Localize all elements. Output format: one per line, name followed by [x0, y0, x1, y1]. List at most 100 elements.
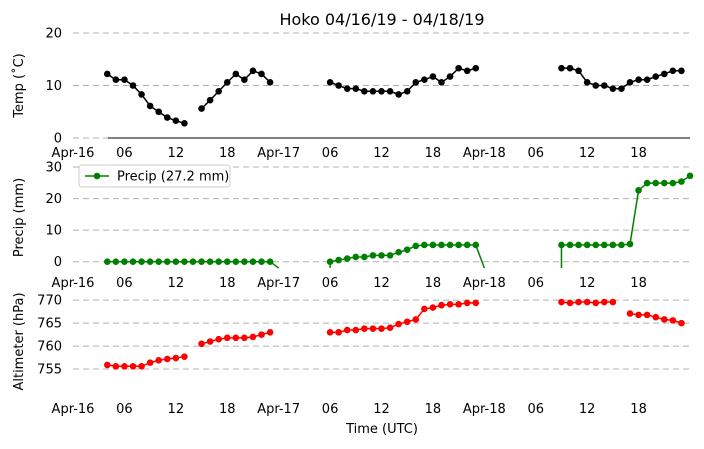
data-point: [232, 334, 240, 342]
data-point: [155, 357, 162, 364]
data-point: [575, 298, 582, 306]
x-tick-label: Apr-16: [52, 146, 95, 161]
x-tick-label: Apr-18: [463, 276, 506, 291]
x-tick-label: 12: [168, 276, 185, 291]
series-line: [330, 302, 476, 334]
data-point: [592, 299, 600, 307]
data-point: [446, 73, 454, 80]
data-point: [121, 76, 128, 84]
data-point: [635, 311, 642, 319]
x-tick-label: Apr-17: [257, 276, 300, 291]
data-point: [121, 362, 128, 370]
x-tick-label: 12: [168, 402, 185, 417]
data-point: [558, 241, 565, 249]
data-point: [601, 82, 608, 89]
data-point: [412, 242, 420, 250]
series-line: [106, 73, 185, 125]
data-point: [198, 105, 205, 112]
data-point: [232, 70, 240, 78]
data-point: [626, 240, 634, 248]
y-tick-label: 0: [54, 255, 62, 270]
y-tick-label: 30: [45, 161, 62, 176]
data-point: [601, 241, 608, 249]
data-point: [335, 82, 342, 89]
data-point: [566, 64, 574, 72]
data-point: [678, 67, 685, 75]
data-point: [575, 67, 582, 75]
data-point: [249, 258, 257, 265]
data-point: [181, 353, 188, 360]
data-point: [326, 258, 334, 265]
data-point: [558, 64, 565, 72]
y-tick-label: 760: [37, 340, 62, 355]
data-point: [438, 79, 445, 86]
data-point: [223, 334, 231, 342]
y-axis-label: Altimeter (hPa): [12, 292, 27, 390]
x-tick-label: 06: [527, 276, 544, 291]
data-point: [361, 325, 368, 332]
x-tick-label: 18: [219, 276, 236, 291]
data-point: [138, 362, 145, 370]
data-point: [369, 87, 377, 95]
data-point: [103, 258, 111, 265]
data-point: [369, 252, 377, 259]
data-point: [678, 178, 685, 185]
data-point: [163, 258, 171, 265]
data-point: [343, 255, 351, 262]
data-point: [335, 329, 342, 336]
data-point: [446, 241, 454, 249]
x-tick-label: 06: [527, 402, 544, 417]
data-point: [609, 298, 617, 306]
y-tick-label: 0: [54, 132, 62, 147]
data-point: [198, 340, 205, 348]
data-point: [369, 325, 377, 332]
data-point: [112, 76, 120, 84]
series-line: [560, 175, 691, 268]
data-point: [378, 87, 385, 95]
data-point: [472, 299, 480, 307]
data-point: [652, 73, 660, 80]
data-point: [129, 258, 137, 265]
data-point: [626, 79, 634, 86]
data-point: [163, 355, 171, 363]
y-tick-label: 10: [45, 224, 62, 239]
data-point: [172, 354, 180, 362]
data-point: [343, 326, 351, 334]
x-tick-label: Apr-18: [463, 402, 506, 417]
x-tick-label: 12: [579, 146, 596, 161]
data-point: [326, 79, 334, 86]
data-point: [686, 172, 694, 180]
data-point: [455, 241, 462, 249]
data-point: [403, 318, 411, 326]
x-tick-label: Apr-18: [463, 146, 506, 161]
data-point: [241, 334, 248, 342]
x-tick-label: 12: [373, 402, 390, 417]
data-point: [660, 70, 668, 78]
data-point: [583, 298, 591, 306]
y-tick-label: 20: [45, 27, 62, 42]
data-point: [660, 316, 668, 323]
data-point: [361, 253, 368, 261]
data-point: [386, 252, 394, 259]
data-point: [566, 241, 574, 249]
data-point: [129, 82, 137, 89]
data-point: [618, 241, 625, 249]
y-tick-label: 765: [37, 317, 62, 332]
data-point: [386, 324, 394, 332]
y-tick-label: 10: [45, 79, 62, 94]
data-point: [412, 79, 420, 86]
data-point: [463, 241, 471, 249]
data-point: [326, 329, 334, 336]
x-tick-label: 12: [373, 276, 390, 291]
data-point: [583, 241, 591, 249]
data-point: [463, 67, 471, 75]
data-point: [472, 241, 480, 249]
x-tick-label: 18: [425, 146, 442, 161]
x-tick-label: 12: [373, 146, 390, 161]
data-point: [403, 87, 411, 95]
data-point: [352, 85, 360, 92]
x-tick-label: 18: [219, 146, 236, 161]
data-point: [378, 325, 385, 332]
